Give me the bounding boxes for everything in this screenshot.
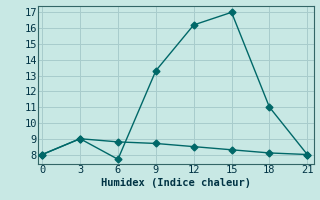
X-axis label: Humidex (Indice chaleur): Humidex (Indice chaleur)	[101, 178, 251, 188]
